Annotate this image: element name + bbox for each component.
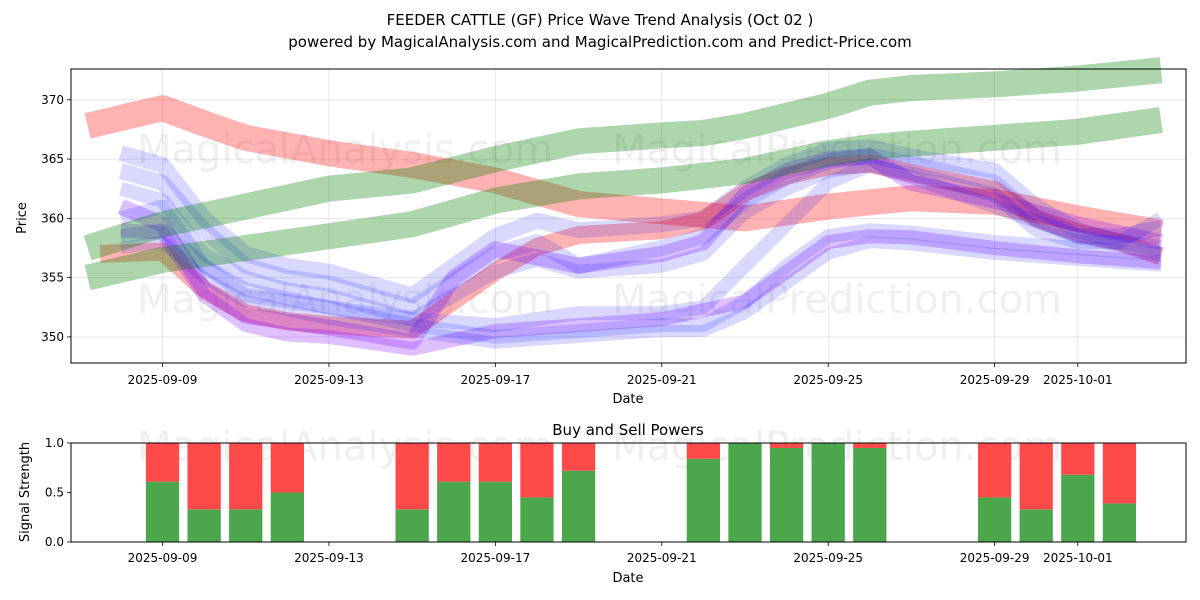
price-plot-frame: [70, 68, 1187, 364]
sell-bar: [187, 443, 221, 510]
series-purple-wave-1: [117, 148, 1163, 350]
price-x-tick-label: 2025-09-13: [294, 373, 364, 387]
sell-bar: [853, 443, 887, 448]
signal-chart-panel: Buy and Sell Powers MagicalAnalysis.com …: [18, 421, 1187, 586]
buy-bar: [270, 492, 304, 542]
signal-x-axis-label: Date: [612, 571, 643, 586]
buy-bar: [561, 470, 596, 542]
series-blue-wave-3: [118, 158, 1165, 327]
price-y-tick-label: 350: [41, 330, 64, 344]
signal-bars: [145, 443, 1137, 542]
series-blue-wave-6: [120, 236, 1162, 349]
sell-bar: [1019, 443, 1053, 510]
signal-x-tick-label: 2025-09-13: [294, 551, 364, 565]
sell-bar: [520, 443, 554, 498]
signal-x-tick-label: 2025-09-09: [128, 551, 198, 565]
series-blue-wave-2: [118, 147, 1163, 316]
signal-x-tick-label: 2025-09-21: [627, 551, 697, 565]
buy-bar: [769, 447, 804, 542]
signal-y-tick-label: 1.0: [45, 436, 64, 450]
watermark-top-right: MagicalPrediction.com: [612, 127, 1062, 173]
buy-bar: [145, 481, 180, 542]
sell-bar: [478, 443, 513, 482]
price-x-tick-label: 2025-09-21: [627, 373, 697, 387]
series-red-wave-1: [84, 95, 1164, 246]
price-series: [83, 57, 1165, 356]
sell-bar: [437, 443, 471, 482]
chart-title-line1: FEEDER CATTLE (GF) Price Wave Trend Anal…: [387, 11, 814, 29]
price-x-tick-label: 2025-10-01: [1043, 373, 1113, 387]
buy-bar: [1061, 474, 1095, 542]
signal-y-tick-label: 0.0: [45, 535, 64, 549]
sell-bar: [229, 443, 263, 510]
buy-bar: [229, 509, 263, 542]
signal-y-ticks: 0.0 0.5 1.0: [45, 436, 71, 549]
watermark-bottom-right: MagicalPrediction.com: [612, 277, 1062, 323]
buy-bar: [1102, 503, 1137, 542]
buy-bar: [811, 443, 845, 542]
signal-x-tick-label: 2025-10-01: [1043, 551, 1113, 565]
price-y-ticks: 350 355 360 365 370: [41, 93, 71, 344]
signal-x-ticks: 2025-09-09 2025-09-13 2025-09-17 2025-09-21…: [128, 542, 1113, 565]
watermark-top-left: MagicalAnalysis.com: [137, 127, 553, 173]
price-chart-panel: MagicalAnalysis.com MagicalPrediction.co…: [15, 57, 1187, 407]
price-x-tick-label: 2025-09-09: [128, 373, 198, 387]
sell-bar: [1102, 443, 1137, 504]
sell-bar: [769, 443, 804, 448]
price-x-axis-label: Date: [612, 392, 643, 407]
buy-bar: [1019, 509, 1053, 542]
price-x-tick-label: 2025-09-25: [793, 373, 863, 387]
signal-x-tick-label: 2025-09-17: [460, 551, 530, 565]
price-watermarks: MagicalAnalysis.com MagicalPrediction.co…: [137, 127, 1062, 323]
price-grid: [71, 69, 1186, 363]
buy-bar: [395, 509, 429, 542]
price-y-tick-label: 360: [41, 211, 64, 225]
watermark-bottom-left: MagicalAnalysis.com: [137, 277, 553, 323]
buy-bar: [520, 497, 554, 542]
sell-bar: [977, 443, 1012, 498]
chart-title-line2: powered by MagicalAnalysis.com and Magic…: [288, 33, 912, 51]
price-y-tick-label: 370: [41, 93, 64, 107]
sell-bar: [686, 443, 721, 459]
sell-bar: [270, 443, 304, 493]
series-purple-wave-2: [120, 223, 1162, 356]
signal-chart-title: Buy and Sell Powers: [552, 421, 704, 439]
price-y-tick-label: 355: [41, 271, 64, 285]
sell-bar: [1061, 443, 1095, 475]
series-blue-wave-5: [119, 223, 1162, 344]
price-y-tick-label: 365: [41, 152, 64, 166]
signal-y-axis-label: Signal Strength: [18, 442, 33, 542]
series-green-wave-1: [83, 57, 1163, 261]
sell-bar: [561, 443, 596, 471]
buy-bar: [478, 481, 513, 542]
price-y-axis-label: Price: [15, 202, 30, 234]
price-x-ticks: 2025-09-09 2025-09-13 2025-09-17 2025-09-21…: [128, 363, 1113, 387]
signal-y-tick-label: 0.5: [45, 486, 64, 500]
buy-bar: [437, 481, 471, 542]
buy-bar: [686, 458, 721, 542]
buy-bar: [728, 443, 762, 542]
signal-x-tick-label: 2025-09-29: [960, 551, 1030, 565]
buy-bar: [187, 509, 221, 542]
price-x-tick-label: 2025-09-17: [460, 373, 530, 387]
series-blue-wave-1: [118, 139, 1163, 304]
buy-bar: [853, 447, 887, 542]
price-x-tick-label: 2025-09-29: [960, 373, 1030, 387]
series-green-wave-2: [84, 107, 1163, 291]
sell-bar: [395, 443, 429, 510]
series-blue-wave-4: [118, 158, 1163, 333]
signal-x-tick-label: 2025-09-25: [793, 551, 863, 565]
sell-bar: [145, 443, 180, 482]
buy-bar: [977, 497, 1012, 542]
series-red-wave-2: [99, 154, 1164, 339]
